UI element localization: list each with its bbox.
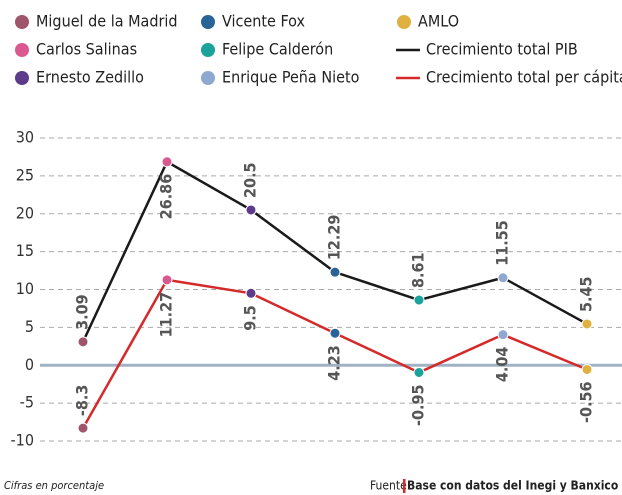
point <box>581 318 593 330</box>
value-label: 11.55 <box>493 220 512 266</box>
legend-dot <box>397 15 411 29</box>
legend-dot <box>15 15 29 29</box>
y-tick-label: 10 <box>16 279 34 298</box>
legend-label: Vicente Fox <box>222 12 305 31</box>
legend-dot <box>15 43 29 57</box>
y-tick-label: -5 <box>20 393 34 412</box>
point <box>245 287 257 299</box>
point <box>413 366 425 378</box>
value-label: -0.56 <box>577 381 596 423</box>
y-tick-label: 5 <box>25 317 34 336</box>
y-tick-label: 25 <box>16 165 34 184</box>
point <box>77 422 89 434</box>
point <box>413 294 425 306</box>
y-tick-label: 15 <box>16 241 34 260</box>
source: Base con datos del Inegi y Banxico <box>407 479 618 493</box>
source-label: Fuente <box>370 479 407 493</box>
value-label: 4.23 <box>325 345 344 381</box>
value-label: 3.09 <box>73 294 92 330</box>
legend-label: Carlos Salinas <box>36 40 137 59</box>
point <box>77 336 89 348</box>
y-tick-label: 20 <box>16 203 34 222</box>
value-label: 5.45 <box>577 276 596 312</box>
point <box>581 363 593 375</box>
point <box>245 204 257 216</box>
point <box>329 266 341 278</box>
legend-label: Crecimiento total PIB <box>426 40 578 59</box>
legend-dot <box>201 15 215 29</box>
value-label: 11.27 <box>157 292 176 338</box>
legend-dot <box>201 71 215 85</box>
value-label: 20.5 <box>241 162 260 198</box>
y-tick-label: 30 <box>16 128 34 147</box>
point <box>497 272 509 284</box>
note: Cifras en porcentaje <box>4 479 104 492</box>
legend-dot <box>201 43 215 57</box>
value-label: 4.04 <box>493 347 512 383</box>
point <box>161 274 173 286</box>
point <box>497 329 509 341</box>
separator <box>403 479 406 493</box>
y-tick-label: -10 <box>10 431 34 450</box>
legend-label: Felipe Calderón <box>222 40 333 59</box>
point <box>161 156 173 168</box>
legend-label: Ernesto Zedillo <box>36 68 144 87</box>
value-label: 9.5 <box>241 305 260 331</box>
legend-dot <box>15 71 29 85</box>
value-label: 26.86 <box>157 174 176 220</box>
legend-label: AMLO <box>418 12 459 31</box>
legend-label: Enrique Peña Nieto <box>222 68 360 87</box>
value-label: 12.29 <box>325 215 344 261</box>
value-label: -0.95 <box>409 384 428 426</box>
point <box>329 327 341 339</box>
value-label: -8.3 <box>73 385 92 416</box>
value-label: 8.61 <box>409 253 428 289</box>
legend-label: Crecimiento total per cápita <box>426 68 622 87</box>
legend-label: Miguel de la Madrid <box>36 12 178 31</box>
y-tick-label: 0 <box>25 355 34 374</box>
